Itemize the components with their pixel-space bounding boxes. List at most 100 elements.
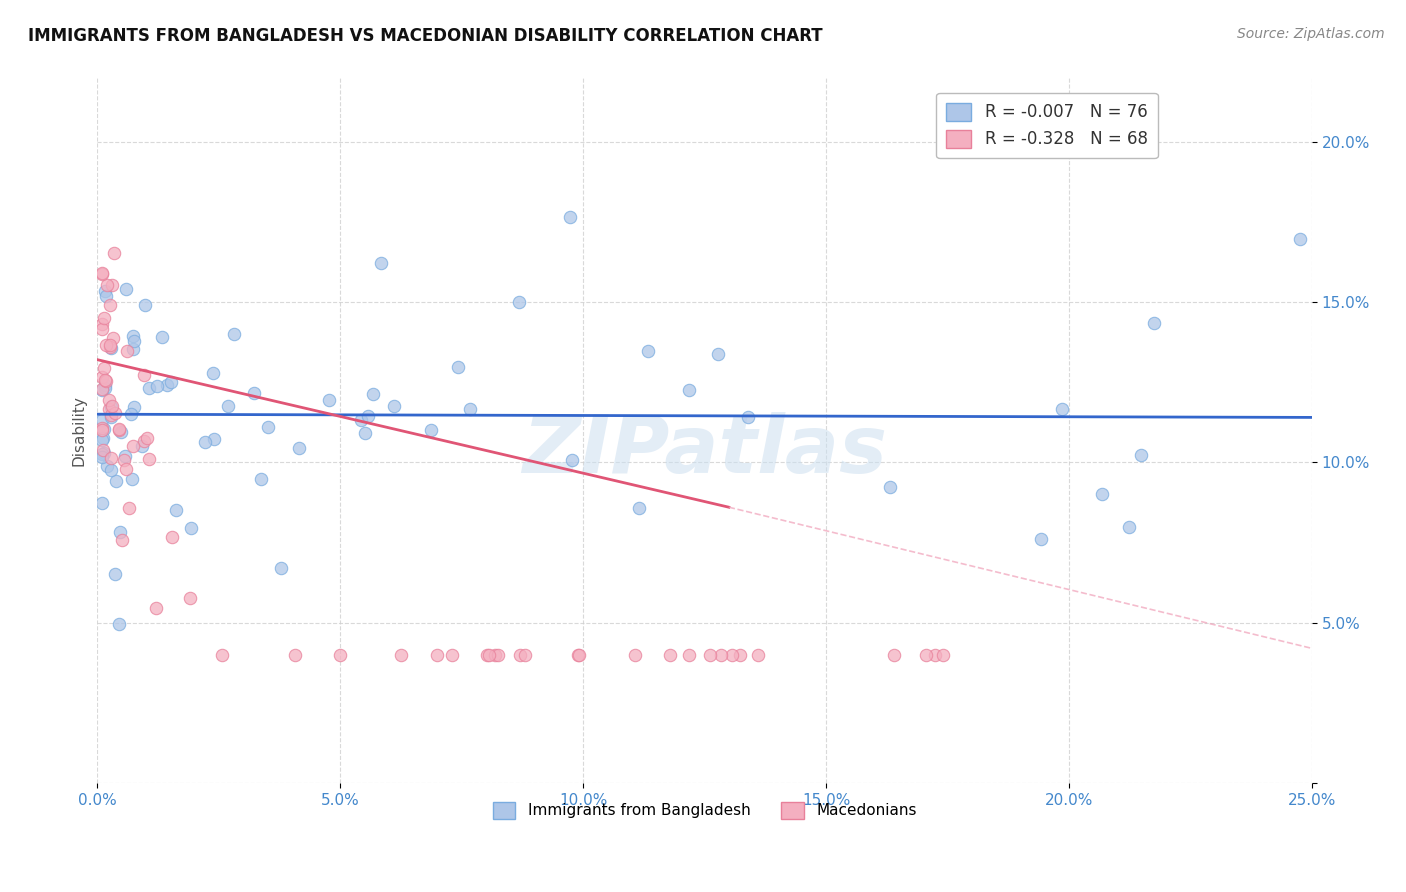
Point: [131, 439, 153, 453]
Point: [678, 383, 700, 397]
Point: [100, 341, 122, 355]
Point: [357, 409, 380, 424]
Point: [389, 648, 412, 662]
Point: [932, 648, 955, 662]
Point: [91, 317, 114, 331]
Point: [1090, 486, 1112, 500]
Point: [202, 432, 225, 446]
Point: [508, 294, 530, 309]
Point: [138, 451, 160, 466]
Text: Source: ZipAtlas.com: Source: ZipAtlas.com: [1237, 27, 1385, 41]
Legend: Immigrants from Bangladesh, Macedonians: Immigrants from Bangladesh, Macedonians: [486, 796, 922, 825]
Point: [134, 298, 156, 312]
Point: [96, 374, 118, 388]
Text: IMMIGRANTS FROM BANGLADESH VS MACEDONIAN DISABILITY CORRELATION CHART: IMMIGRANTS FROM BANGLADESH VS MACEDONIAN…: [28, 27, 823, 45]
Point: [112, 453, 135, 467]
Point: [350, 413, 373, 427]
Point: [111, 533, 134, 547]
Point: [211, 648, 233, 662]
Point: [100, 340, 122, 354]
Point: [100, 451, 122, 466]
Text: ZIPatlas: ZIPatlas: [522, 412, 887, 491]
Point: [558, 210, 581, 224]
Point: [699, 648, 721, 662]
Point: [96, 338, 118, 352]
Point: [108, 421, 131, 435]
Point: [883, 648, 905, 662]
Point: [96, 278, 118, 293]
Point: [509, 648, 531, 662]
Point: [361, 386, 384, 401]
Point: [91, 423, 114, 437]
Point: [93, 445, 115, 459]
Point: [370, 256, 392, 270]
Point: [165, 503, 187, 517]
Point: [100, 463, 122, 477]
Point: [353, 425, 375, 440]
Point: [179, 591, 201, 606]
Point: [93, 381, 115, 395]
Point: [138, 381, 160, 395]
Point: [91, 413, 114, 427]
Point: [568, 648, 591, 662]
Point: [108, 617, 131, 632]
Point: [284, 648, 307, 662]
Point: [201, 366, 224, 380]
Point: [98, 338, 121, 352]
Point: [440, 648, 463, 662]
Point: [1130, 448, 1153, 462]
Point: [710, 648, 733, 662]
Point: [132, 368, 155, 383]
Point: [222, 326, 245, 341]
Point: [96, 458, 118, 473]
Point: [382, 399, 405, 413]
Point: [91, 450, 114, 464]
Point: [91, 421, 114, 435]
Point: [91, 322, 114, 336]
Point: [110, 425, 132, 439]
Point: [513, 648, 536, 662]
Point: [103, 246, 125, 260]
Point: [121, 439, 143, 453]
Point: [100, 410, 122, 425]
Point: [624, 648, 647, 662]
Point: [101, 278, 124, 293]
Point: [100, 399, 122, 413]
Point: [475, 648, 498, 662]
Point: [329, 648, 352, 662]
Point: [136, 431, 159, 445]
Point: [104, 566, 127, 581]
Point: [122, 334, 145, 348]
Y-axis label: Disability: Disability: [72, 395, 86, 466]
Point: [93, 311, 115, 326]
Point: [93, 443, 115, 458]
Point: [1288, 231, 1310, 245]
Point: [91, 370, 114, 384]
Point: [91, 268, 114, 282]
Point: [150, 329, 173, 343]
Point: [91, 266, 114, 280]
Point: [100, 400, 122, 414]
Point: [145, 601, 167, 615]
Point: [156, 378, 179, 392]
Point: [486, 648, 509, 662]
Point: [737, 409, 759, 424]
Point: [446, 360, 468, 375]
Point: [628, 500, 651, 515]
Point: [101, 331, 124, 345]
Point: [94, 378, 117, 392]
Point: [98, 298, 121, 312]
Point: [561, 452, 583, 467]
Point: [1143, 316, 1166, 330]
Point: [747, 648, 769, 662]
Point: [121, 472, 143, 486]
Point: [91, 496, 114, 510]
Point: [114, 449, 136, 463]
Point: [91, 434, 114, 448]
Point: [146, 378, 169, 392]
Point: [1118, 519, 1140, 533]
Point: [91, 384, 114, 398]
Point: [94, 289, 117, 303]
Point: [484, 648, 506, 662]
Point: [194, 434, 217, 449]
